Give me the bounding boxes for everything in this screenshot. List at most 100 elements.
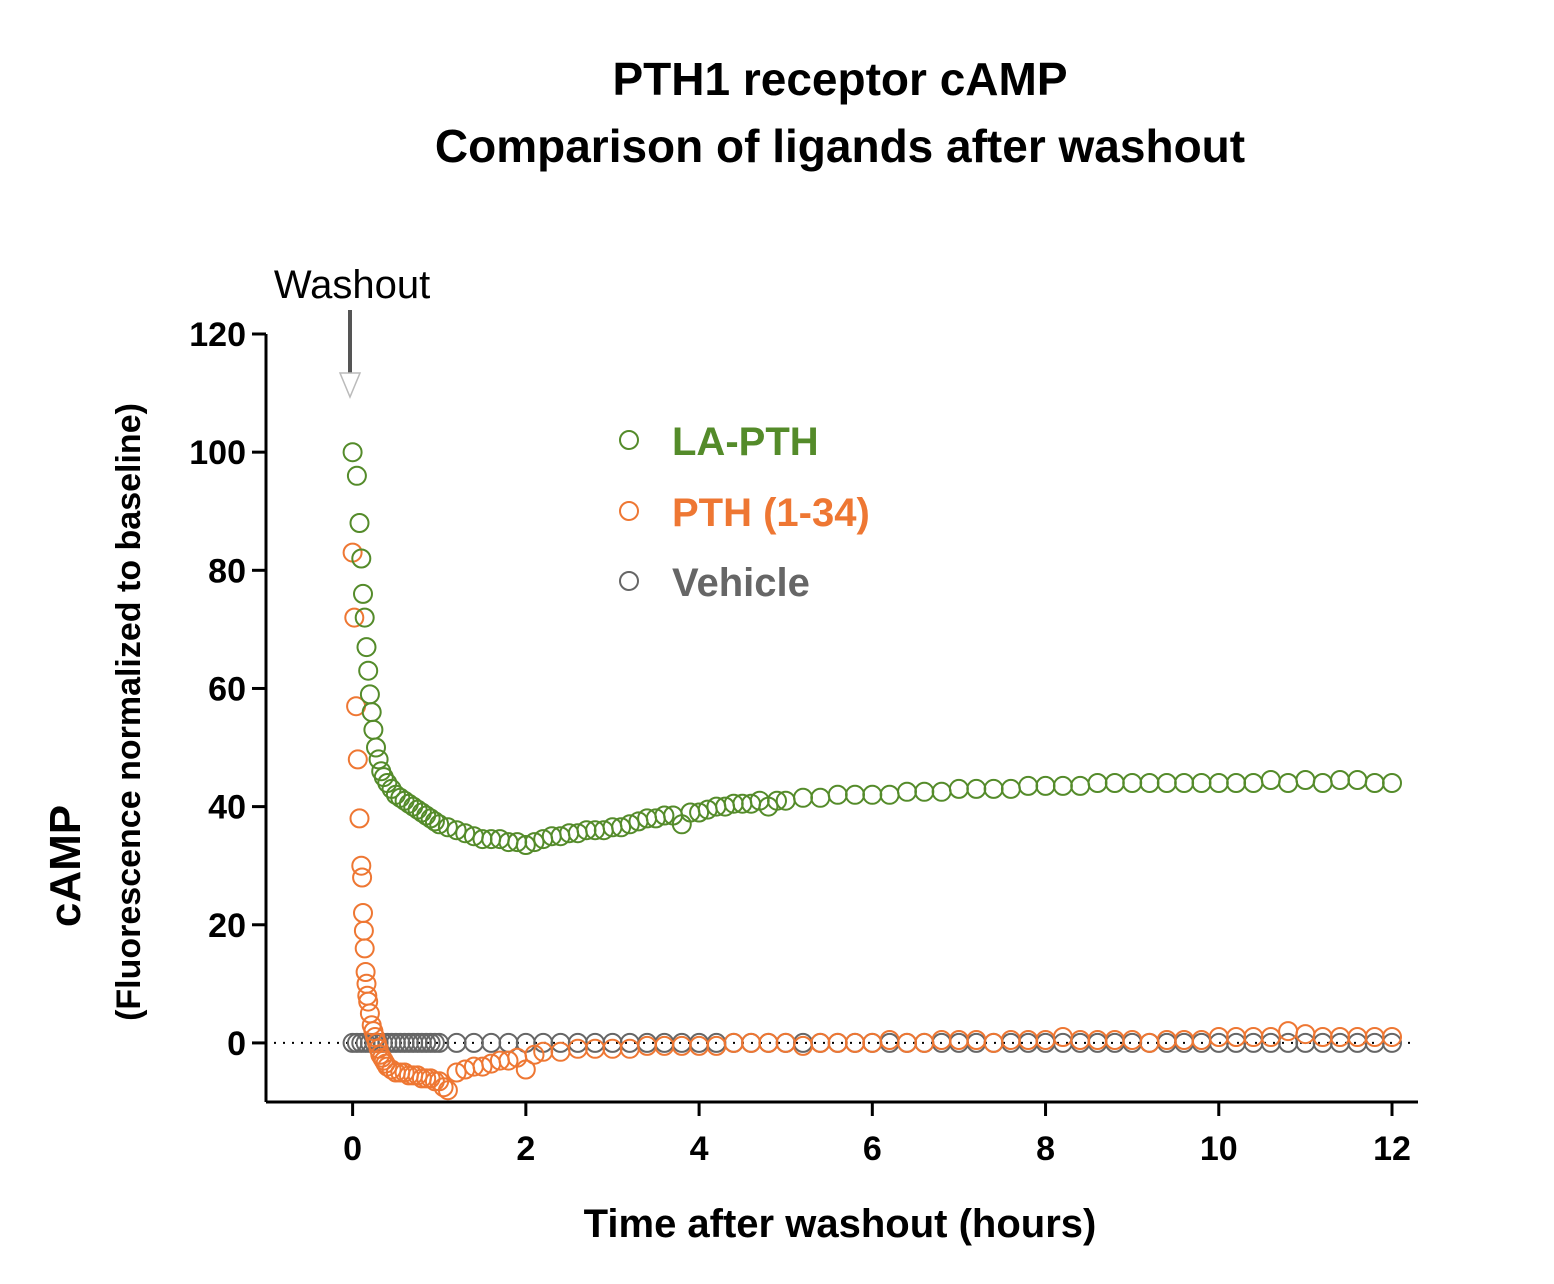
chart-subtitle: Comparison of ligands after washout <box>435 120 1245 172</box>
legend-label-pth-1-34: PTH (1-34) <box>672 491 870 535</box>
data-point <box>1312 773 1333 793</box>
x-tick-label: 8 <box>1036 1130 1055 1168</box>
data-point <box>353 920 374 941</box>
data-point <box>1035 775 1056 796</box>
data-point <box>948 778 969 799</box>
data-point <box>524 1044 545 1065</box>
y-tick-label: 100 <box>189 434 246 472</box>
data-point <box>358 660 379 681</box>
data-point <box>455 823 476 844</box>
data-point <box>437 1080 458 1101</box>
data-point <box>966 778 987 799</box>
data-point <box>524 832 545 853</box>
data-point <box>983 1032 1004 1053</box>
data-point <box>1139 773 1160 793</box>
data-point <box>619 814 640 835</box>
data-point <box>1122 773 1143 793</box>
data-point <box>349 513 370 533</box>
data-point <box>827 784 848 805</box>
data-point <box>407 1065 428 1086</box>
data-point <box>358 991 379 1012</box>
data-point <box>344 607 365 628</box>
data-point <box>879 784 900 805</box>
data-point <box>1278 773 1299 793</box>
data-point <box>361 702 382 723</box>
data-point <box>429 814 450 835</box>
data-point <box>368 749 389 770</box>
data-point <box>1382 1032 1402 1053</box>
data-point <box>355 962 376 982</box>
data-point <box>1382 1027 1402 1047</box>
data-point <box>1278 1021 1299 1042</box>
data-point <box>1087 773 1108 793</box>
legend-marker-pth-1-34 <box>619 501 639 521</box>
data-point <box>1226 773 1247 793</box>
series-la-pth <box>342 442 1402 855</box>
data-point <box>1208 773 1229 793</box>
data-point <box>845 1032 865 1053</box>
data-point <box>351 855 372 876</box>
data-point <box>1156 773 1177 793</box>
data-point <box>1052 775 1073 796</box>
data-point <box>394 1062 415 1083</box>
data-point <box>914 1032 935 1053</box>
x-axis-label: Time after washout (hours) <box>584 1202 1097 1246</box>
data-point <box>931 781 952 802</box>
x-tick-label: 2 <box>516 1130 535 1168</box>
data-point <box>611 817 632 838</box>
y-tick-label: 60 <box>208 670 246 708</box>
data-point <box>1330 770 1350 790</box>
x-tick-label: 0 <box>343 1130 362 1168</box>
data-point <box>1174 773 1195 793</box>
data-point <box>346 465 367 486</box>
y-tick-label: 0 <box>227 1025 246 1063</box>
data-point <box>1000 778 1021 799</box>
data-point <box>424 811 445 832</box>
data-point <box>1260 1027 1281 1047</box>
data-point <box>437 817 458 838</box>
data-point <box>1104 773 1125 793</box>
data-point <box>353 583 373 604</box>
data-point <box>515 835 536 855</box>
data-point <box>446 820 467 841</box>
data-point <box>1139 1032 1160 1053</box>
legend-marker-la-pth <box>619 430 639 450</box>
data-point <box>1191 773 1212 793</box>
chart-title: PTH1 receptor cAMP <box>612 53 1067 105</box>
series-layer <box>342 442 1402 1101</box>
data-point <box>1364 773 1385 793</box>
data-point <box>827 1032 848 1053</box>
y-tick-label: 120 <box>189 316 246 354</box>
x-tick-label: 4 <box>690 1130 709 1168</box>
data-point <box>349 808 370 829</box>
data-point <box>515 1059 536 1080</box>
data-point <box>1018 775 1039 796</box>
data-point <box>352 867 373 888</box>
data-point <box>342 442 363 463</box>
x-tick-label: 12 <box>1373 1130 1411 1168</box>
data-point <box>1243 773 1264 793</box>
data-point <box>1382 773 1402 793</box>
data-point <box>446 1032 467 1053</box>
legend: LA-PTH PTH (1-34) Vehicle <box>619 420 870 605</box>
data-point <box>359 684 380 705</box>
data-point <box>758 1032 779 1053</box>
data-point <box>351 548 372 569</box>
y-axis-sublabel: (Fluorescence normalized to baseline) <box>110 403 148 1021</box>
data-point <box>446 1062 467 1083</box>
y-axis-label: cAMP <box>41 805 90 927</box>
data-point <box>472 1056 493 1077</box>
data-point <box>354 607 375 628</box>
data-point <box>416 1032 437 1053</box>
data-point <box>1070 775 1091 796</box>
data-point <box>793 787 813 808</box>
y-tick-label: 80 <box>208 552 246 590</box>
data-point <box>356 637 377 658</box>
data-point <box>433 1077 454 1098</box>
data-point <box>498 1050 519 1071</box>
data-point <box>354 938 375 959</box>
data-point <box>416 1068 437 1089</box>
data-point <box>767 790 787 811</box>
data-point <box>862 784 883 805</box>
